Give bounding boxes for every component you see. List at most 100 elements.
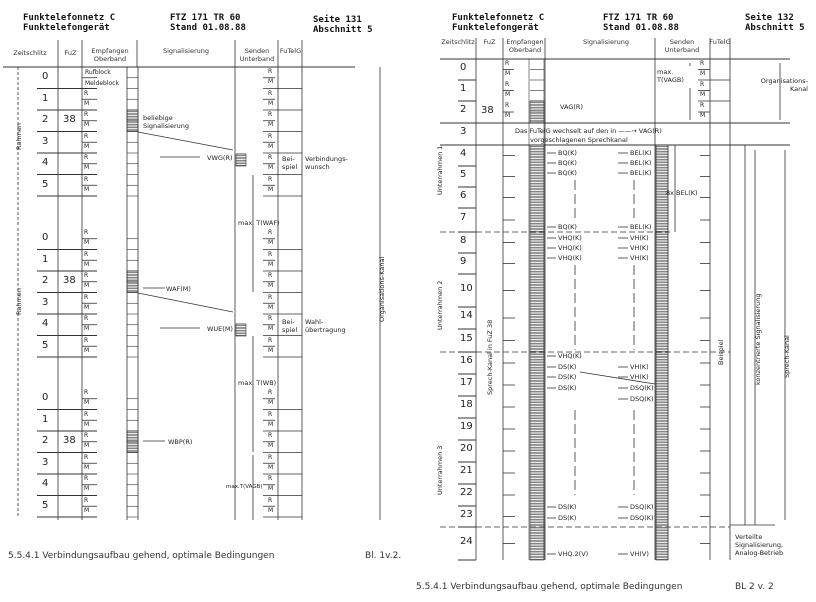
slot-number: 9 xyxy=(460,255,467,267)
slot-number: 2 xyxy=(42,275,49,286)
r-label: R xyxy=(700,60,705,67)
signal-wbp: WBP(R) xyxy=(168,438,193,446)
slot-number: 2 xyxy=(42,435,49,446)
downlink-signal: VHQ(K) xyxy=(558,352,582,360)
slot-number: 5 xyxy=(42,339,49,351)
m-label: M xyxy=(84,506,90,514)
m-label: M xyxy=(84,463,90,471)
left-header-doc: FTZ 171 TR 60 Stand 01.08.88 xyxy=(170,13,246,33)
signal-waf: WAF(M) xyxy=(166,285,191,293)
uplink-signal: DSQ(K) xyxy=(630,514,654,522)
m-label: M xyxy=(268,399,274,406)
r-label: R xyxy=(268,272,273,279)
slot-number: 10 xyxy=(460,282,473,294)
m-label: M xyxy=(84,325,90,332)
wechsel-line2: vorgeschlagenen Sprechkanal xyxy=(530,136,628,144)
rufblock-label: Rufblock xyxy=(85,69,111,76)
m-label: M xyxy=(84,346,90,354)
slot-number: 3 xyxy=(460,126,467,137)
r-label: R xyxy=(84,315,89,322)
m-label: M xyxy=(700,70,706,77)
uplink-signal: VH(K) xyxy=(630,244,649,252)
uplink-signal: BEL(K) xyxy=(630,159,652,167)
r-label: R xyxy=(84,432,89,439)
unterrahmen-3: Unterrahmen 3 xyxy=(436,445,444,495)
m-label: M xyxy=(268,420,274,428)
slot-number: 24 xyxy=(460,535,473,547)
r-label: R xyxy=(268,315,273,322)
received-signal-block xyxy=(126,270,139,293)
r-label: R xyxy=(268,175,273,183)
left-header-title: Funktelefonnetz C Funktelefongerät xyxy=(23,13,116,33)
r-label: R xyxy=(84,272,89,279)
m-label: M xyxy=(84,442,90,449)
col-empfangen: Empfangen Oberband xyxy=(91,47,129,63)
r-label: R xyxy=(268,154,273,161)
wechsel-line1: Das FuTelG wechselt auf den in ——→ VAG(R… xyxy=(515,127,662,135)
slot-number: 3 xyxy=(42,456,49,468)
slot-number: 4 xyxy=(42,478,49,489)
konzentriert-label: konzentrierte Signalisierung xyxy=(754,293,762,385)
slot-number: 3 xyxy=(42,296,49,308)
m-label: M xyxy=(268,346,274,354)
m-label: M xyxy=(84,485,90,492)
r-label: R xyxy=(84,453,89,461)
sent-wue-block xyxy=(235,323,247,337)
received-speech-block xyxy=(529,144,545,561)
slot-number: 15 xyxy=(460,332,473,344)
m-label: M xyxy=(505,70,511,77)
slot-number: 0 xyxy=(42,71,49,82)
downlink-signal: DS(K) xyxy=(558,503,577,511)
uplink-signal: DSQ(K) xyxy=(630,395,654,403)
bel8-label: 8x BEL(K) xyxy=(666,189,698,197)
right-caption: 5.5.4.1 Verbindungsaufbau gehend, optima… xyxy=(416,582,683,592)
r-label: R xyxy=(84,175,89,183)
m-label: M xyxy=(84,239,90,246)
slot-number: 2 xyxy=(42,114,49,125)
uplink-signal: BEL(K) xyxy=(630,149,652,157)
beliebige-signalisierung: beliebige Signalisierung xyxy=(143,114,190,130)
slot-number: 0 xyxy=(42,392,49,403)
fuz-number: 38 xyxy=(481,105,494,116)
left-header-page: Seite 131 Abschnitt 5 xyxy=(313,15,373,35)
fuz-number: 38 xyxy=(63,435,76,446)
fuz-number: 38 xyxy=(63,275,76,286)
left-sheet: Bl. 1v.2. xyxy=(365,551,402,561)
slot-number: 4 xyxy=(460,147,467,159)
m-label: M xyxy=(84,282,90,289)
col-futelg: FuTelG xyxy=(279,47,302,55)
m-label: M xyxy=(84,185,90,193)
r-label: R xyxy=(84,496,89,504)
r-label: R xyxy=(84,250,89,258)
r-label: R xyxy=(268,132,273,140)
m-label: M xyxy=(84,420,90,428)
verteilt-label: Verteilte Signalisierung, Analog-Betrieb xyxy=(735,533,784,557)
r-label: R xyxy=(700,81,705,88)
sprechkanal-fuz-label: Sprech-Kanal in FuZ 38 xyxy=(486,319,494,395)
m-label: M xyxy=(84,303,90,311)
organisations-kanal-label: Organisations-Kanal xyxy=(378,256,386,322)
r-label: R xyxy=(268,389,273,396)
signal-vwg: VWG(R) xyxy=(207,154,233,162)
col-signalisierung: Signalisierung xyxy=(162,47,209,55)
signal-vag: VAG(R) xyxy=(560,103,583,111)
r-label: R xyxy=(268,475,273,482)
m-label: M xyxy=(268,506,274,514)
downlink-signal: BQ(K) xyxy=(558,223,577,231)
r-label: R xyxy=(84,111,89,118)
rule-line xyxy=(137,131,234,151)
r-label: R xyxy=(268,432,273,439)
r-label: R xyxy=(84,229,89,236)
slot-number: 6 xyxy=(460,189,467,201)
rule-line xyxy=(579,371,656,385)
rahmen-label-2: Rahmen xyxy=(15,288,23,315)
r-label: R xyxy=(268,293,273,301)
timer-vagb-r: max. T(VAGB) xyxy=(657,68,684,84)
m-label: M xyxy=(268,239,274,246)
m-label: M xyxy=(268,185,274,193)
right-header-title: Funktelefonnetz C Funktelefongerät xyxy=(452,13,545,33)
slot-number: 16 xyxy=(460,355,473,366)
slot-number: 1 xyxy=(42,253,49,265)
m-label: M xyxy=(84,121,90,128)
m-label: M xyxy=(268,142,274,150)
